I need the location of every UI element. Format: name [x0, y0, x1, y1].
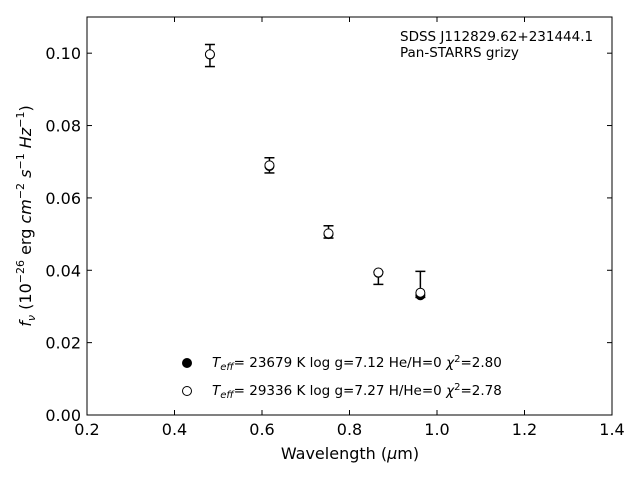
- model-point-open: [415, 287, 426, 298]
- x-tick-label: 1.4: [599, 420, 624, 439]
- y-tick-label: 0.00: [45, 406, 81, 425]
- y-tick-label: 0.06: [45, 189, 81, 208]
- model-point-open: [323, 228, 334, 239]
- y-axis-label: fν (10−26 erg cm−2 s−1 Hz−1): [14, 105, 38, 326]
- legend-marker-filled: [182, 358, 192, 368]
- x-axis-ticks: 0.2 0.4 0.6 0.8 1.0 1.2 1.4: [74, 17, 625, 439]
- series-filled: [204, 49, 426, 301]
- series-open: [204, 49, 426, 298]
- y-tick-label: 0.04: [45, 261, 81, 280]
- y-tick-label: 0.08: [45, 117, 81, 136]
- x-tick-label: 0.4: [162, 420, 187, 439]
- x-tick-label: 0.2: [74, 420, 99, 439]
- error-bars: [204, 43, 426, 299]
- legend-label-filled: Teff= 23679 K log g=7.12 He/H=0 χ2=2.80: [212, 354, 502, 373]
- legend-marker-open: [182, 386, 192, 396]
- x-axis-label: Wavelength (μm): [281, 444, 419, 463]
- x-tick-label: 1.2: [512, 420, 537, 439]
- legend: Teff= 23679 K log g=7.12 He/H=0 χ2=2.80 …: [182, 354, 502, 401]
- annotation-survey-name: Pan-STARRS grizy: [400, 45, 519, 61]
- y-tick-label: 0.10: [45, 44, 81, 63]
- x-tick-label: 1.0: [424, 420, 449, 439]
- model-point-open: [264, 160, 275, 171]
- y-axis-ticks: 0.00 0.02 0.04 0.06 0.08 0.10: [45, 44, 612, 425]
- model-point-open: [204, 49, 215, 60]
- y-tick-label: 0.02: [45, 334, 81, 353]
- x-tick-label: 0.8: [337, 420, 362, 439]
- model-point-open: [373, 267, 384, 278]
- legend-label-open: Teff= 29336 K log g=7.27 H/He=0 χ2=2.78: [212, 382, 502, 401]
- annotation-object-name: SDSS J112829.62+231444.1: [400, 29, 593, 45]
- x-tick-label: 0.6: [249, 420, 274, 439]
